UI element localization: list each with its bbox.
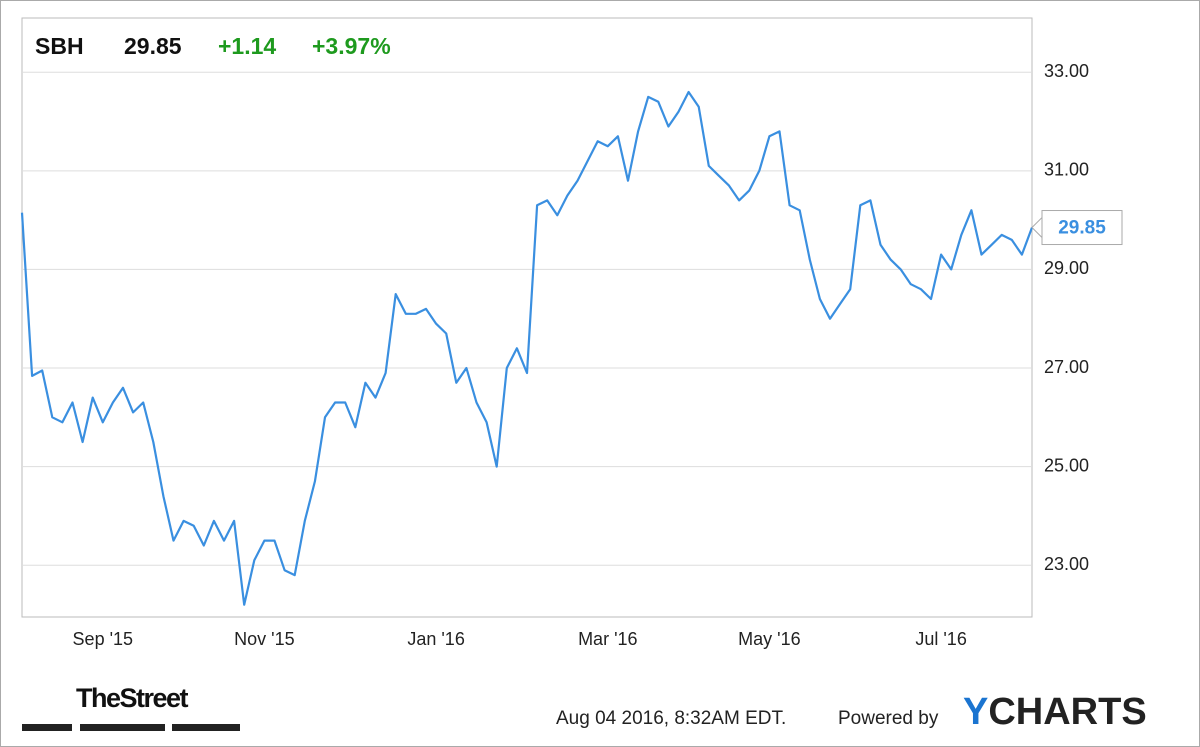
- source-logo: TheStreet: [76, 683, 189, 713]
- change: +1.14: [218, 33, 276, 59]
- powered-by: Powered by: [838, 708, 939, 729]
- y-tick-label: 29.00: [1044, 258, 1089, 278]
- brand-logo: YCHARTS: [963, 691, 1147, 733]
- x-tick-label: Jul '16: [915, 629, 966, 649]
- plot-area: [21, 17, 1033, 618]
- x-tick-label: May '16: [738, 629, 800, 649]
- x-tick-label: Jan '16: [407, 629, 464, 649]
- header-bg: [28, 26, 428, 70]
- price-line: [20, 90, 1034, 606]
- y-tick-label: 27.00: [1044, 357, 1089, 377]
- change-pct: +3.97%: [312, 33, 391, 59]
- timestamp: Aug 04 2016, 8:32AM EDT.: [556, 708, 786, 729]
- x-tick-label: Mar '16: [578, 629, 637, 649]
- y-tick-label: 31.00: [1044, 160, 1089, 180]
- x-tick-label: Nov '15: [234, 629, 294, 649]
- y-tick-label: 33.00: [1044, 61, 1089, 81]
- ticker: SBH: [35, 33, 84, 59]
- logo-bar: [172, 724, 240, 731]
- x-tick-label: Sep '15: [73, 629, 134, 649]
- y-tick-label: 23.00: [1044, 554, 1089, 574]
- logo-bar: [22, 724, 72, 731]
- y-tick-label: 25.00: [1044, 455, 1089, 475]
- price: 29.85: [124, 33, 182, 59]
- logo-bar: [80, 724, 165, 731]
- price-tag: [1041, 210, 1123, 246]
- price-tag-label: 29.85: [1058, 218, 1106, 239]
